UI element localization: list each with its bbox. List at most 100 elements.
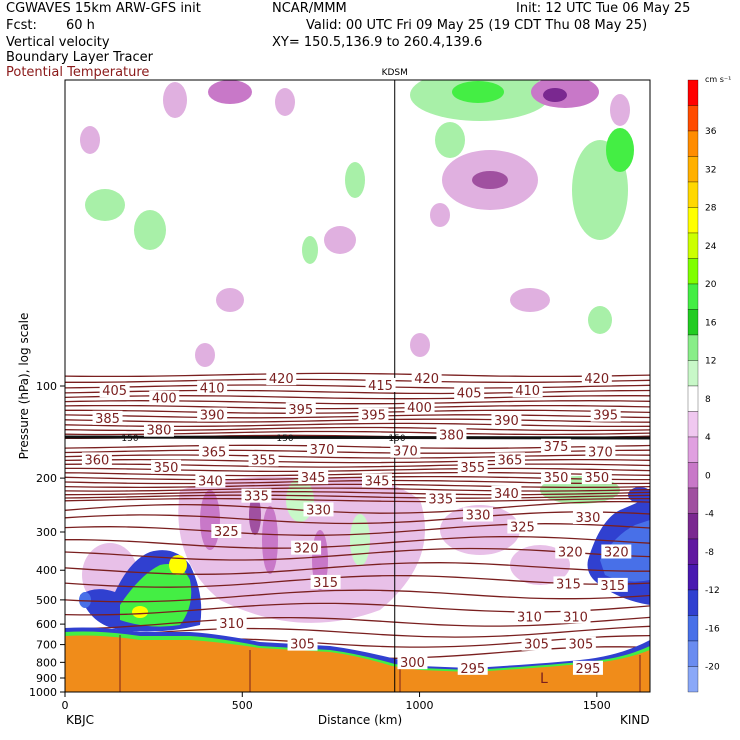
theta-label: 325 — [510, 520, 535, 535]
theta-label: 370 — [588, 446, 613, 461]
theta-label-bg — [287, 636, 318, 651]
tropopause-label-mid: 150 — [276, 434, 293, 444]
theta-label-bg — [565, 636, 596, 651]
colorbar-swatch — [687, 513, 699, 540]
colorbar-swatch — [687, 181, 699, 208]
theta-label: 345 — [301, 471, 326, 486]
field-vertical-velocity: Vertical velocity — [6, 35, 110, 50]
theta-contour — [65, 491, 650, 496]
theta-label-bg — [197, 407, 228, 422]
theta-contour — [65, 378, 650, 384]
theta-label: 410 — [200, 382, 225, 397]
forecast-label: Fcst: — [6, 18, 37, 33]
theta-label-bg — [303, 502, 334, 517]
tropopause-label-right: 150 — [388, 434, 405, 444]
theta-label: 320 — [604, 545, 629, 560]
x-tick-label: 1000 — [406, 699, 434, 712]
theta-label: 390 — [200, 409, 225, 424]
theta-label: 380 — [147, 424, 172, 439]
theta-label-bg — [211, 523, 242, 538]
colorbar-swatch — [687, 232, 699, 259]
colorbar-label: -8 — [705, 548, 714, 558]
colorbar-swatch — [687, 666, 699, 693]
theta-label: 315 — [600, 579, 625, 594]
theta-label-bg — [197, 380, 228, 395]
theta-contour — [65, 602, 650, 616]
theta-label: 420 — [584, 372, 609, 387]
colorbar-swatch — [687, 360, 699, 387]
theta-label: 390 — [494, 414, 519, 429]
colorbar-swatch — [687, 309, 699, 336]
colorbar-label: -20 — [705, 663, 720, 673]
theta-label: 335 — [244, 490, 269, 505]
theta-label-bg — [365, 378, 396, 392]
theta-label-bg — [541, 438, 572, 453]
theta-label: 335 — [428, 493, 453, 508]
tropopause-label-left: 150 — [121, 434, 138, 444]
organization: NCAR/MMM — [272, 1, 347, 16]
theta-label: 410 — [515, 384, 540, 399]
colorbar-swatch — [687, 79, 699, 106]
theta-label-bg — [514, 609, 545, 624]
x-tick-label: 500 — [232, 699, 253, 712]
theta-label-bg — [149, 390, 180, 405]
colorbar-label: 4 — [705, 433, 711, 443]
colorbar-unit: cm s⁻¹ — [705, 75, 731, 84]
theta-contour — [65, 483, 650, 489]
colorbar-label: 20 — [705, 280, 717, 290]
theta-label-bg — [512, 383, 543, 398]
theta-label-bg — [507, 519, 538, 534]
colorbar-label: -4 — [705, 510, 714, 520]
theta-label: 420 — [269, 372, 294, 387]
forecast-hours: 60 h — [66, 18, 95, 33]
theta-contour — [65, 497, 650, 503]
init-time: Init: 12 UTC Tue 06 May 25 — [516, 1, 691, 16]
theta-label: 330 — [576, 511, 601, 526]
theta-label-bg — [491, 485, 522, 500]
theta-label-bg — [560, 609, 591, 624]
field-boundary-layer-tracer: Boundary Layer Tracer — [6, 50, 153, 65]
theta-contour — [65, 409, 650, 414]
colorbar-label: 32 — [705, 165, 716, 175]
theta-label-bg — [491, 412, 522, 427]
field-potential-temperature: Potential Temperature — [6, 65, 150, 80]
theta-label: 300 — [400, 656, 425, 671]
terrain — [65, 627, 650, 692]
theta-label-bg — [585, 444, 616, 459]
theta-label: 395 — [593, 409, 618, 424]
colorbar-swatch — [687, 130, 699, 157]
theta-label: 360 — [84, 453, 109, 468]
theta-contour — [65, 511, 650, 525]
y-tick-label: 700 — [36, 639, 57, 652]
theta-label: 305 — [290, 638, 315, 653]
theta-label: 305 — [524, 638, 549, 653]
theta-label: 295 — [576, 662, 601, 677]
theta-label: 355 — [460, 461, 485, 476]
y-tick-label: 900 — [36, 672, 57, 685]
theta-label-bg — [216, 616, 247, 631]
x-tick-label: 0 — [62, 699, 69, 712]
theta-contour — [65, 404, 650, 410]
y-tick-label: 100 — [36, 380, 57, 393]
theta-label-bg — [248, 452, 279, 467]
theta-label-bg — [411, 371, 442, 386]
colorbar-swatch — [687, 283, 699, 310]
theta-label: 340 — [494, 487, 519, 502]
theta-label: 330 — [306, 503, 331, 518]
colorbar-swatch — [687, 411, 699, 438]
y-tick-label: 1000 — [29, 686, 57, 699]
theta-label-bg — [266, 371, 297, 386]
colorbar-swatch — [687, 105, 699, 132]
theta-label-bg — [553, 576, 584, 591]
theta-label-bg — [92, 410, 123, 425]
theta-label-bg — [521, 636, 552, 651]
theta-label-bg — [291, 540, 322, 555]
theta-contour — [65, 372, 650, 378]
theta-contour — [65, 523, 650, 536]
theta-label: 365 — [201, 446, 226, 461]
theta-label-bg — [195, 473, 226, 488]
theta-contour — [65, 500, 650, 514]
colorbar-swatch — [687, 589, 699, 616]
